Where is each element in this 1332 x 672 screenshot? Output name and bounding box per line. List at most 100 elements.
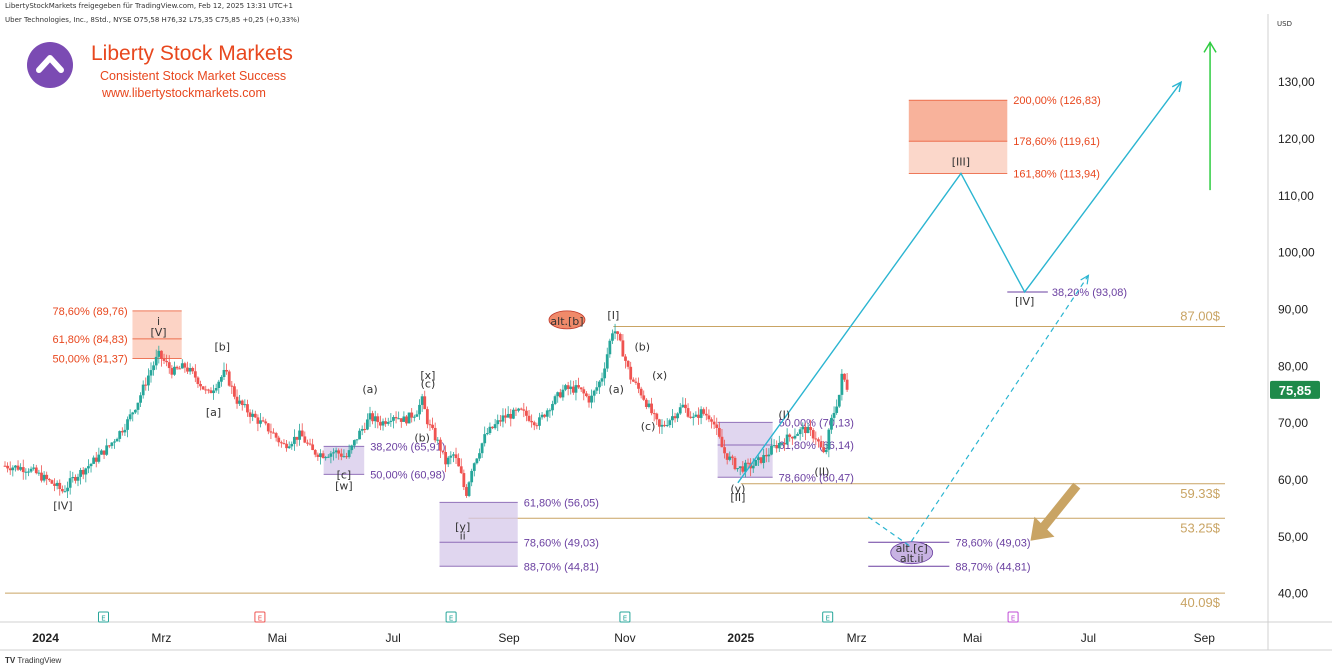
price-level-label: 40.09$ [1180, 595, 1221, 610]
candle-body [845, 379, 849, 390]
wave-label: [III] [952, 156, 970, 169]
candle-body [517, 408, 521, 411]
candle-body [770, 446, 773, 455]
candle-body [264, 421, 268, 424]
candle-body [699, 409, 703, 418]
candle-body [180, 363, 184, 369]
candle-body [355, 439, 359, 441]
candle-body [757, 457, 760, 461]
candle-body [530, 420, 534, 423]
candle-body [624, 356, 627, 361]
wave-label: [I] [607, 309, 619, 322]
candle-body [292, 436, 296, 444]
price-level-label: 59.33$ [1180, 486, 1221, 501]
candle-body [115, 438, 119, 442]
alt-b-ellipse [548, 310, 586, 330]
candle-body [146, 375, 150, 386]
candle-body [199, 383, 202, 387]
wave-label: [x] [420, 369, 435, 382]
candle-body [371, 413, 375, 422]
candle-body [678, 407, 682, 414]
candle-body [136, 402, 140, 410]
candle-body [790, 436, 794, 439]
candle-body [493, 424, 497, 429]
candle-body [410, 412, 414, 418]
candle-body [365, 419, 369, 430]
candle-body [772, 445, 776, 447]
candle-body [579, 387, 583, 390]
candle-body [681, 404, 685, 408]
brand-url[interactable]: www.libertystockmarkets.com [102, 86, 266, 100]
candle-body [454, 454, 458, 459]
candle-body [663, 424, 666, 426]
candle-body [407, 412, 411, 424]
wave-label: alt.[c] [896, 542, 928, 555]
projection-lines [737, 40, 1217, 547]
candle-body [741, 466, 745, 472]
brand-subtitle: Consistent Stock Market Success [100, 69, 287, 83]
candle-body [545, 410, 549, 417]
down-arrow-shaft [1036, 482, 1081, 534]
share-line: LibertyStockMarkets freigegeben für Trad… [5, 2, 293, 10]
fib-zone [439, 502, 518, 567]
candle-body [326, 456, 330, 458]
y-tick-label: 50,00 [1278, 530, 1308, 544]
candle-body [764, 454, 768, 457]
candle-body [230, 385, 234, 387]
candle-body [219, 376, 223, 382]
candle-body [225, 369, 229, 372]
candle-body [618, 333, 622, 341]
chart-header: LibertyStockMarkets freigegeben für Trad… [5, 2, 300, 24]
candle-body [76, 476, 80, 481]
candle-body [227, 371, 231, 386]
candle-body [243, 404, 247, 406]
candle-body [556, 392, 560, 397]
earnings-marker-label: E [623, 615, 627, 623]
candle-body [73, 476, 77, 481]
candle-body [11, 467, 15, 471]
candle-body [470, 470, 474, 483]
candle-body [152, 365, 156, 371]
fib-level-label: 38,20% (65,91) [370, 441, 445, 453]
earnings-marker-label: E [258, 615, 262, 623]
candle-body [368, 413, 372, 420]
wave-label: ii [460, 530, 466, 543]
candle-body [58, 482, 62, 490]
candle-body [222, 369, 226, 377]
candle-body [657, 419, 661, 427]
candle-body [608, 340, 612, 355]
candle-body [110, 442, 114, 446]
candle-body [295, 436, 299, 440]
y-tick-label: 110,00 [1278, 189, 1314, 203]
candle-body [691, 416, 695, 418]
x-tick-label: Sep [498, 631, 520, 645]
price-level-label: 53.25$ [1180, 520, 1221, 535]
candle-body [329, 453, 333, 457]
candle-body [342, 456, 346, 458]
candle-body [113, 441, 116, 443]
candle-body [590, 395, 593, 403]
candle-body [582, 389, 586, 394]
earnings-marker-label: E [1011, 615, 1015, 623]
candle-body [686, 408, 690, 417]
candle-body [788, 434, 792, 437]
candle-body [535, 425, 539, 427]
fib-level-label: 50,00% (81,37) [52, 354, 127, 366]
earnings-marker [1007, 611, 1019, 623]
candle-body [832, 412, 836, 418]
candle-body [21, 467, 25, 473]
candle-body [431, 424, 434, 428]
candle-body [840, 373, 844, 395]
candle-body [652, 413, 656, 415]
candle-body [710, 419, 713, 422]
earnings-marker-label: E [101, 615, 105, 623]
down-arrow-head [1030, 516, 1055, 541]
wave-label: (y) [730, 482, 745, 495]
candle-body [178, 368, 182, 370]
candle-body [347, 450, 351, 458]
candle-body [313, 450, 317, 455]
candle-body [47, 479, 51, 481]
candle-body [551, 403, 554, 411]
candle-body [397, 418, 401, 420]
